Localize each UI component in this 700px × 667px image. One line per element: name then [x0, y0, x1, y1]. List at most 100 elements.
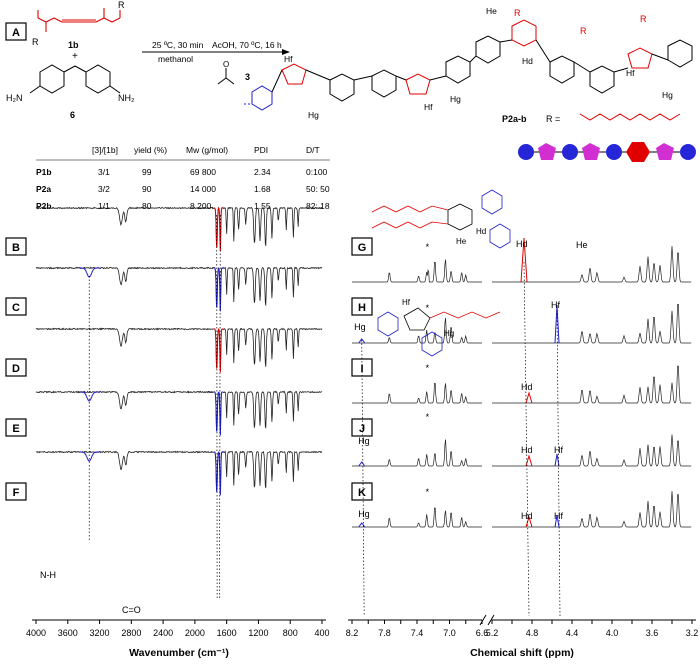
- table-cell-yield: 99: [142, 167, 152, 177]
- step1-solvent: methanol: [158, 54, 193, 64]
- table-cell-pdi: 2.34: [254, 167, 271, 177]
- nmr-tick-label: 6.6: [476, 628, 489, 638]
- k-hd-label: Hd: [521, 511, 533, 521]
- r-label-far: R: [640, 14, 647, 24]
- arrow-head: [282, 49, 290, 55]
- ir-spectrum-b: [35, 206, 323, 252]
- nmr-tick-label: 3.2: [686, 628, 699, 638]
- table-header-cell: [3]/[1b]: [92, 145, 118, 155]
- table-header-cell: yield (%): [134, 145, 167, 155]
- table-cell-ratio: 3/1: [98, 167, 110, 177]
- panel-d-badge: D: [5, 358, 27, 377]
- hg-peak: [358, 522, 366, 528]
- scheme-hf3-label: Hf: [626, 68, 635, 78]
- table-row-name: P2b: [36, 201, 52, 211]
- table-cell-pdi: 1.55: [254, 201, 271, 211]
- nmr-tick-label: 3.6: [646, 628, 659, 638]
- panel-a-badge: A: [5, 22, 27, 41]
- ir-spectrum-e: [35, 390, 323, 436]
- reagent-1b-structure: [37, 8, 121, 32]
- h-struct-hf: Hf: [402, 298, 411, 307]
- h-model-compound: [377, 307, 501, 357]
- table-row-name: P2a: [36, 184, 51, 194]
- panel-d-letter: D: [12, 363, 20, 375]
- solvent-star: *: [426, 303, 430, 313]
- g-struct-hd: Hd: [476, 227, 486, 236]
- results-table: [3]/[1b] yield (%) Mw (g/mol) PDI D/T P1b 3/1 9…: [36, 145, 330, 211]
- ir-spectrum-f: [35, 450, 323, 496]
- nmr-spectra: * * * * * Hd He Hg Hf Hd Hg Hd Hf Hg Hd Hf Hd He Hf Hg 8.2 7.…: [346, 189, 699, 659]
- r-label-mid: R: [580, 26, 587, 36]
- scheme-hf-label: Hf: [284, 54, 293, 64]
- ir-x-axis-label: Wavenumber (cm⁻¹): [129, 647, 229, 659]
- scheme-he-label: He: [486, 6, 497, 16]
- table-header-cell: PDI: [254, 145, 268, 155]
- co-band-label: C=O: [122, 605, 141, 615]
- scheme-hg3-label: Hg: [662, 90, 673, 100]
- nmr-tick-label: 4.0: [606, 628, 619, 638]
- hd-peak: [525, 454, 533, 467]
- k-hf-label: Hf: [554, 511, 563, 521]
- hd-peak: [525, 391, 533, 404]
- ir-tick-label: 1200: [248, 628, 268, 638]
- scheme-hf2-label: Hf: [424, 102, 433, 112]
- table-cell-dt: 82: 18: [306, 201, 330, 211]
- ir-tick-label: 2000: [185, 628, 205, 638]
- table-row-name: P1b: [36, 167, 52, 177]
- h-hf-label: Hf: [551, 300, 560, 310]
- diamine-6-structure: [29, 64, 121, 94]
- r-chain: [579, 113, 681, 121]
- solvent-star: *: [426, 412, 430, 422]
- panel-letters: ABCDEFGHIJK: [5, 22, 373, 501]
- nmr-tick-label: 5.2: [486, 628, 499, 638]
- panel-a-letter: A: [12, 27, 20, 39]
- ir-tick-label: 1600: [217, 628, 237, 638]
- r-label-left: R: [32, 37, 39, 47]
- nmr-tick-label: 7.4: [411, 628, 424, 638]
- nmr-spectrum-g: *: [352, 237, 692, 283]
- panel-b-badge: B: [5, 237, 27, 256]
- panel-k-badge: K: [351, 482, 373, 501]
- nmr-tick-label: 4.8: [526, 628, 539, 638]
- scheme-hg2-label: Hg: [450, 94, 461, 104]
- table-header-cell: D/T: [306, 145, 320, 155]
- reaction-scheme: R R 1b + H₂N NH₂ 6 25 ºC, 30 min methano…: [6, 0, 696, 162]
- panel-k-letter: K: [358, 487, 366, 499]
- nmr-spectrum-k: *: [352, 487, 692, 528]
- polymer-cartoon: [518, 142, 696, 162]
- ir-tick-label: 2800: [121, 628, 141, 638]
- formaldehyde-o: O: [223, 60, 229, 69]
- ir-spectra: N-H C=O 4000 3600 3200 2800 2400 2000 1600 1200 80…: [26, 206, 330, 659]
- panel-e-letter: E: [12, 423, 19, 435]
- nmr-guide-line: [361, 339, 365, 617]
- reagent-1b-label: 1b: [68, 40, 79, 50]
- panel-f-letter: F: [13, 487, 20, 499]
- nmr-guide-line: [523, 261, 530, 617]
- h-struct-hg: Hg: [444, 329, 454, 338]
- panel-g-letter: G: [358, 242, 367, 254]
- solvent-star: *: [426, 242, 430, 252]
- panel-j-badge: J: [351, 418, 373, 437]
- panel-h-letter: H: [358, 302, 366, 314]
- table-cell-yield: 80: [142, 201, 152, 211]
- table-header-cell: Mw (g/mol): [186, 145, 228, 155]
- g-model-compound: [371, 189, 511, 249]
- ir-tick-label: 3600: [58, 628, 78, 638]
- hg-peak: [358, 461, 366, 467]
- panel-b-letter: B: [12, 242, 20, 254]
- table-cell-yield: 90: [142, 184, 152, 194]
- nmr-tick-label: 7.8: [378, 628, 391, 638]
- hf-peak: [554, 453, 560, 467]
- r-label-top: R: [514, 8, 521, 18]
- table-cell-mw: 8 200: [190, 201, 212, 211]
- table-cell-dt: 0:100: [306, 167, 328, 177]
- nmr-spectrum-j: *: [352, 412, 692, 467]
- step2-conditions: AcOH, 70 ºC, 16 h: [212, 40, 282, 50]
- nh-band-label: N-H: [40, 570, 56, 580]
- h2n-label: H₂N: [6, 93, 23, 103]
- ir-spectrum-c: [35, 266, 323, 312]
- j-hg-label: Hg: [358, 436, 370, 446]
- j-hd-label: Hd: [521, 445, 533, 455]
- formaldehyde-label: 3: [245, 72, 250, 82]
- panel-c-letter: C: [12, 302, 20, 314]
